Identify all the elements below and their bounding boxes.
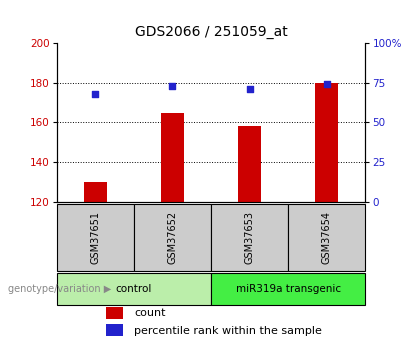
Bar <box>315 83 339 202</box>
Bar <box>211 204 288 271</box>
Point <box>246 86 253 92</box>
Text: genotype/variation ▶: genotype/variation ▶ <box>8 284 112 294</box>
Title: GDS2066 / 251059_at: GDS2066 / 251059_at <box>135 25 287 39</box>
Text: count: count <box>134 308 165 318</box>
Text: GSM37654: GSM37654 <box>322 211 332 264</box>
Bar <box>57 204 134 271</box>
Bar <box>106 307 123 319</box>
Text: control: control <box>116 284 152 294</box>
Bar <box>106 324 123 336</box>
Bar <box>238 126 261 202</box>
Point <box>323 82 330 87</box>
Point <box>169 83 176 89</box>
Text: miR319a transgenic: miR319a transgenic <box>236 284 341 294</box>
Bar <box>211 273 365 305</box>
Bar <box>134 204 211 271</box>
Text: GSM37652: GSM37652 <box>168 211 178 264</box>
Point <box>92 91 99 97</box>
Text: GSM37653: GSM37653 <box>244 211 255 264</box>
Text: GSM37651: GSM37651 <box>90 211 100 264</box>
Bar <box>57 273 211 305</box>
Bar <box>288 204 365 271</box>
Bar <box>161 112 184 202</box>
Bar <box>84 182 107 202</box>
Text: percentile rank within the sample: percentile rank within the sample <box>134 326 322 335</box>
